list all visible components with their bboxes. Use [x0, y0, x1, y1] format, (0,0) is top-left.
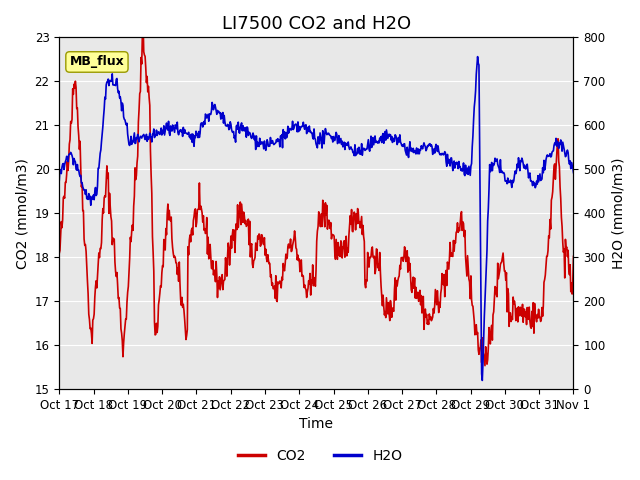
X-axis label: Time: Time: [300, 418, 333, 432]
Y-axis label: H2O (mmol/m3): H2O (mmol/m3): [611, 157, 625, 269]
Title: LI7500 CO2 and H2O: LI7500 CO2 and H2O: [222, 15, 411, 33]
Legend: CO2, H2O: CO2, H2O: [232, 443, 408, 468]
Text: MB_flux: MB_flux: [70, 56, 124, 69]
Y-axis label: CO2 (mmol/m3): CO2 (mmol/m3): [15, 158, 29, 269]
